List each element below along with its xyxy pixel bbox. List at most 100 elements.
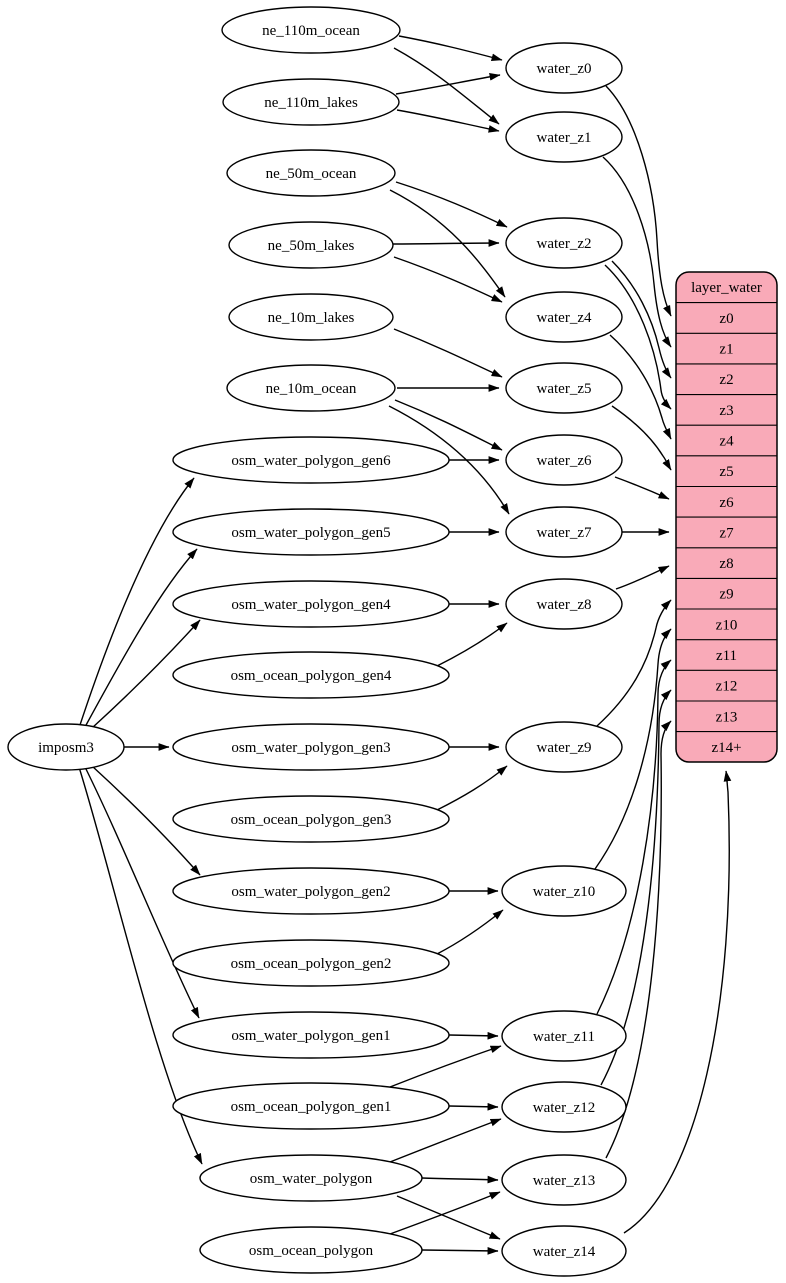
edge-osm_water_polygon_gen1--water_z11 xyxy=(448,1031,499,1040)
edge-imposm3--osm_water_polygon_gen5 xyxy=(84,548,198,728)
edge-osm_ocean_polygon_gen2--water_z10 xyxy=(436,909,504,955)
svg-text:z4: z4 xyxy=(719,434,734,450)
edge-ne_110m_ocean--water_z0 xyxy=(398,35,503,62)
svg-text:imposm3: imposm3 xyxy=(38,740,94,756)
edge-ne_10m_lakes--water_z5 xyxy=(393,328,503,378)
svg-text:ne_50m_lakes: ne_50m_lakes xyxy=(268,238,355,254)
svg-text:osm_ocean_polygon_gen3: osm_ocean_polygon_gen3 xyxy=(231,812,392,828)
layer-water-row-z4: z4 xyxy=(719,434,734,450)
edge-water_z6--row-z6 xyxy=(614,476,670,500)
edge-water_z9--row-z9 xyxy=(596,599,672,727)
node-water_z12: water_z12 xyxy=(501,1081,627,1133)
node-imposm3: imposm3 xyxy=(7,723,125,771)
layer-water-row-z7: z7 xyxy=(719,525,734,541)
svg-text:ne_110m_lakes: ne_110m_lakes xyxy=(264,95,358,111)
edge-ne_110m_lakes--water_z0 xyxy=(395,73,501,95)
svg-text:z3: z3 xyxy=(719,403,733,419)
node-water_z9: water_z9 xyxy=(505,721,623,773)
edge-imposm3--osm_water_polygon_gen6 xyxy=(78,477,195,729)
edge-water_z11--row-z11 xyxy=(596,659,672,1015)
node-ne_110m_ocean: ne_110m_ocean xyxy=(221,6,401,54)
svg-text:z0: z0 xyxy=(719,311,733,327)
edge-imposm3--osm_water_polygon_gen1 xyxy=(84,766,200,1019)
layer-water-row-z5: z5 xyxy=(719,464,733,480)
node-osm_water_polygon: osm_water_polygon xyxy=(199,1154,423,1202)
node-ne_10m_lakes: ne_10m_lakes xyxy=(228,293,394,341)
svg-text:water_z7: water_z7 xyxy=(537,525,592,541)
source-nodes-layer: ne_110m_ocean ne_110m_lakes ne_50m_ocean… xyxy=(7,6,450,1274)
svg-text:ne_50m_ocean: ne_50m_ocean xyxy=(266,166,357,182)
node-water_z4: water_z4 xyxy=(505,291,623,343)
edge-water_z14--row-z14 xyxy=(623,770,732,1234)
svg-text:osm_ocean_polygon_gen1: osm_ocean_polygon_gen1 xyxy=(231,1099,392,1115)
svg-text:water_z6: water_z6 xyxy=(537,453,592,469)
svg-text:osm_water_polygon_gen3: osm_water_polygon_gen3 xyxy=(231,740,390,756)
layer-water-row-z2: z2 xyxy=(719,372,733,388)
svg-text:z13: z13 xyxy=(716,709,738,725)
node-osm_water_polygon_gen3: osm_water_polygon_gen3 xyxy=(172,723,450,771)
node-water_z1: water_z1 xyxy=(505,111,623,163)
svg-text:osm_water_polygon_gen2: osm_water_polygon_gen2 xyxy=(231,884,390,900)
edge-water_z13--row-z13 xyxy=(605,720,672,1159)
edge-ne_10m_ocean--water_z6 xyxy=(394,399,503,451)
edge-imposm3--osm_water_polygon_gen4 xyxy=(91,619,201,729)
node-water_z11: water_z11 xyxy=(501,1010,627,1062)
edge-osm_water_polygon--water_z14 xyxy=(396,1195,501,1240)
node-water_z10: water_z10 xyxy=(501,865,627,917)
svg-text:osm_water_polygon: osm_water_polygon xyxy=(250,1171,373,1187)
layer-water-row-z14plus: z14+ xyxy=(711,740,741,756)
svg-text:water_z2: water_z2 xyxy=(537,236,592,252)
node-osm_water_polygon_gen4: osm_water_polygon_gen4 xyxy=(172,580,450,628)
svg-text:water_z5: water_z5 xyxy=(537,381,592,397)
node-ne_10m_ocean: ne_10m_ocean xyxy=(226,364,396,412)
edge-imposm3--osm_water_polygon_gen2 xyxy=(91,765,201,876)
edge-water_z5--row-z5 xyxy=(611,405,672,471)
svg-text:water_z9: water_z9 xyxy=(537,740,592,756)
edge-water_z0--row-z0 xyxy=(605,85,672,317)
edge-osm_ocean_polygon--water_z13 xyxy=(389,1191,501,1235)
edge-osm_ocean_polygon--water_z14 xyxy=(421,1247,499,1255)
node-water_z5: water_z5 xyxy=(505,362,623,414)
svg-text:z14+: z14+ xyxy=(711,740,741,756)
svg-text:ne_10m_lakes: ne_10m_lakes xyxy=(268,310,355,326)
edge-ne_110m_lakes--water_z1 xyxy=(396,109,500,133)
layer-water-row-z6: z6 xyxy=(719,495,734,511)
layer-water-row-z11: z11 xyxy=(716,648,737,664)
svg-text:z11: z11 xyxy=(716,648,737,664)
node-osm_ocean_polygon_gen4: osm_ocean_polygon_gen4 xyxy=(172,651,450,699)
layer-water-title: layer_water xyxy=(691,280,762,296)
layer-water-row-z3: z3 xyxy=(719,403,733,419)
svg-text:z9: z9 xyxy=(719,587,733,603)
node-osm_ocean_polygon_gen2: osm_ocean_polygon_gen2 xyxy=(172,939,450,987)
layer-water-row-z0: z0 xyxy=(719,311,733,327)
svg-text:water_z10: water_z10 xyxy=(533,884,595,900)
svg-text:ne_110m_ocean: ne_110m_ocean xyxy=(262,23,360,39)
svg-text:water_z4: water_z4 xyxy=(537,310,592,326)
edge-ne_50m_ocean--water_z2 xyxy=(395,181,508,228)
node-ne_50m_lakes: ne_50m_lakes xyxy=(228,221,394,269)
edges-layer xyxy=(78,35,732,1255)
svg-text:water_z13: water_z13 xyxy=(533,1173,595,1189)
svg-text:z6: z6 xyxy=(719,495,734,511)
node-osm_ocean_polygon: osm_ocean_polygon xyxy=(199,1226,423,1274)
layer-water-row-z12: z12 xyxy=(716,679,738,695)
svg-text:osm_water_polygon_gen6: osm_water_polygon_gen6 xyxy=(231,453,391,469)
layer-water-row-z1: z1 xyxy=(719,342,733,358)
svg-text:osm_water_polygon_gen4: osm_water_polygon_gen4 xyxy=(231,597,391,613)
svg-text:water_z8: water_z8 xyxy=(537,597,592,613)
edge-ne_50m_lakes--water_z2 xyxy=(392,239,500,247)
svg-text:osm_ocean_polygon_gen4: osm_ocean_polygon_gen4 xyxy=(231,668,392,684)
node-water_z6: water_z6 xyxy=(505,434,623,486)
svg-text:z12: z12 xyxy=(716,679,738,695)
svg-text:ne_10m_ocean: ne_10m_ocean xyxy=(266,381,357,397)
node-osm_ocean_polygon_gen1: osm_ocean_polygon_gen1 xyxy=(172,1082,450,1130)
node-osm_water_polygon_gen1: osm_water_polygon_gen1 xyxy=(172,1011,450,1059)
edge-water_z4--row-z4 xyxy=(609,334,672,440)
edge-osm_ocean_polygon_gen1--water_z11 xyxy=(389,1045,502,1088)
svg-text:water_z14: water_z14 xyxy=(533,1244,596,1260)
node-water_z2: water_z2 xyxy=(505,217,623,269)
edge-imposm3--osm_water_polygon xyxy=(78,766,203,1165)
svg-text:z10: z10 xyxy=(716,617,738,633)
